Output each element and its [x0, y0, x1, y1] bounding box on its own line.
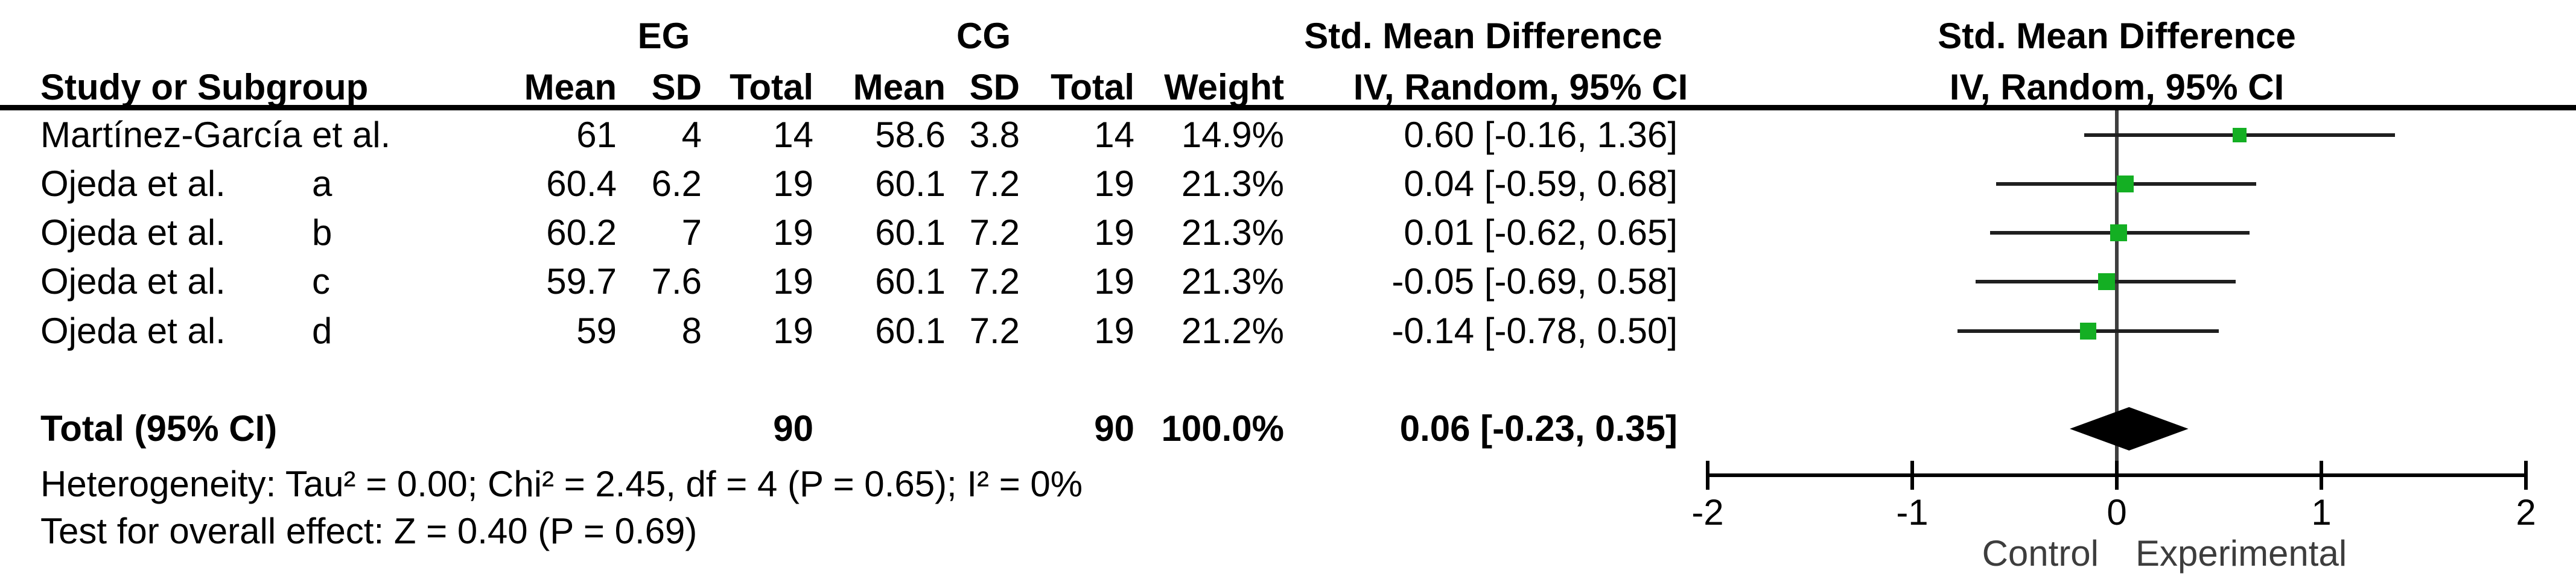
smd-plot-title: Std. Mean Difference: [1938, 16, 2296, 56]
total-eg-total: 90: [773, 408, 813, 449]
effect-estimate-square: [2232, 128, 2247, 142]
cell-study: Ojeda et al.: [40, 212, 226, 253]
cell-study: Martínez-García et al.: [40, 115, 391, 155]
cell-subgroup: b: [312, 212, 332, 253]
cell-cg-total: 19: [1094, 212, 1134, 253]
axis-tick-label: 0: [2107, 492, 2127, 533]
axis-tick: [2524, 461, 2528, 490]
axis-tick-label: 2: [2516, 492, 2536, 533]
cell-weight: 14.9%: [1181, 115, 1284, 155]
cell-cg-mean: 60.1: [875, 163, 946, 204]
effect-estimate-square: [2116, 176, 2134, 192]
cell-eg-mean: 59: [576, 311, 617, 351]
cell-subgroup: c: [312, 261, 330, 302]
header-cg-total: Total: [1051, 67, 1134, 107]
axis-tick: [2115, 461, 2119, 490]
header-cg-mean: Mean: [853, 67, 946, 107]
heterogeneity-note: Heterogeneity: Tau² = 0.00; Chi² = 2.45,…: [40, 464, 1083, 504]
total-weight: 100.0%: [1161, 408, 1285, 449]
total-row-label: Total (95% CI): [40, 408, 278, 449]
header-separator-line: [0, 105, 2576, 110]
cell-cg-total: 19: [1094, 311, 1134, 351]
total-ci-text: 0.06 [-0.23, 0.35]: [1399, 408, 1678, 449]
cell-eg-total: 19: [773, 261, 813, 302]
smd-column-title: Std. Mean Difference: [1304, 16, 1662, 56]
axis-label-control: Control: [1982, 533, 2099, 574]
cell-weight: 21.3%: [1181, 261, 1284, 302]
axis-tick-label: 1: [2311, 492, 2332, 533]
effect-estimate-square: [2110, 224, 2128, 241]
cell-eg-mean: 61: [576, 115, 617, 155]
axis-tick: [2320, 461, 2323, 490]
cell-eg-sd: 7.6: [651, 261, 702, 302]
cell-weight: 21.2%: [1181, 311, 1284, 351]
header-iv-random-ci-column: IV, Random, 95% CI: [1353, 67, 1688, 107]
axis-tick: [1706, 461, 1709, 490]
cell-eg-mean: 60.4: [546, 163, 617, 204]
total-cg-total: 90: [1094, 408, 1134, 449]
effect-estimate-square: [2098, 273, 2116, 290]
header-eg-sd: SD: [651, 67, 702, 107]
cell-eg-total: 14: [773, 115, 813, 155]
cell-cg-sd: 7.2: [969, 212, 1020, 253]
overall-effect-note: Test for overall effect: Z = 0.40 (P = 0…: [40, 511, 698, 551]
cell-study: Ojeda et al.: [40, 163, 226, 204]
header-iv-random-ci-plot: IV, Random, 95% CI: [1949, 67, 2285, 107]
cell-eg-mean: 59.7: [546, 261, 617, 302]
header-eg-total: Total: [730, 67, 813, 107]
cell-cg-mean: 60.1: [875, 261, 946, 302]
cell-eg-total: 19: [773, 311, 813, 351]
cell-eg-sd: 4: [681, 115, 702, 155]
cell-weight: 21.3%: [1181, 212, 1284, 253]
header-eg-mean: Mean: [524, 67, 617, 107]
column-group-header-eg: EG: [637, 16, 690, 56]
header-study-or-subgroup: Study or Subgroup: [40, 67, 369, 107]
header-cg-sd: SD: [969, 67, 1020, 107]
cell-study: Ojeda et al.: [40, 311, 226, 351]
zero-effect-line: [2115, 110, 2119, 490]
cell-cg-sd: 7.2: [969, 261, 1020, 302]
cell-cg-total: 14: [1094, 115, 1134, 155]
cell-subgroup: d: [312, 311, 332, 351]
cell-study: Ojeda et al.: [40, 261, 226, 302]
effect-estimate-square: [2079, 323, 2097, 340]
cell-eg-total: 19: [773, 163, 813, 204]
axis-tick-label: -2: [1691, 492, 1724, 533]
axis-tick-label: -1: [1896, 492, 1929, 533]
cell-cg-mean: 60.1: [875, 311, 946, 351]
cell-eg-total: 19: [773, 212, 813, 253]
cell-ci: 0.01 [-0.62, 0.65]: [1404, 212, 1678, 253]
cell-cg-mean: 60.1: [875, 212, 946, 253]
axis-tick: [1910, 461, 1914, 490]
cell-eg-sd: 6.2: [651, 163, 702, 204]
cell-cg-sd: 7.2: [969, 311, 1020, 351]
cell-weight: 21.3%: [1181, 163, 1284, 204]
cell-eg-mean: 60.2: [546, 212, 617, 253]
cell-eg-sd: 8: [681, 311, 702, 351]
cell-cg-sd: 3.8: [969, 115, 1020, 155]
cell-eg-sd: 7: [681, 212, 702, 253]
axis-label-experimental: Experimental: [2136, 533, 2347, 574]
cell-ci: -0.14 [-0.78, 0.50]: [1391, 311, 1678, 351]
summary-diamond: [2070, 407, 2189, 451]
cell-subgroup: a: [312, 163, 332, 204]
cell-ci: -0.05 [-0.69, 0.58]: [1391, 261, 1678, 302]
cell-cg-mean: 58.6: [875, 115, 946, 155]
header-weight: Weight: [1164, 67, 1284, 107]
cell-ci: 0.60 [-0.16, 1.36]: [1404, 115, 1678, 155]
column-group-header-cg: CG: [956, 16, 1011, 56]
cell-ci: 0.04 [-0.59, 0.68]: [1404, 163, 1678, 204]
cell-cg-total: 19: [1094, 163, 1134, 204]
cell-cg-total: 19: [1094, 261, 1134, 302]
cell-cg-sd: 7.2: [969, 163, 1020, 204]
